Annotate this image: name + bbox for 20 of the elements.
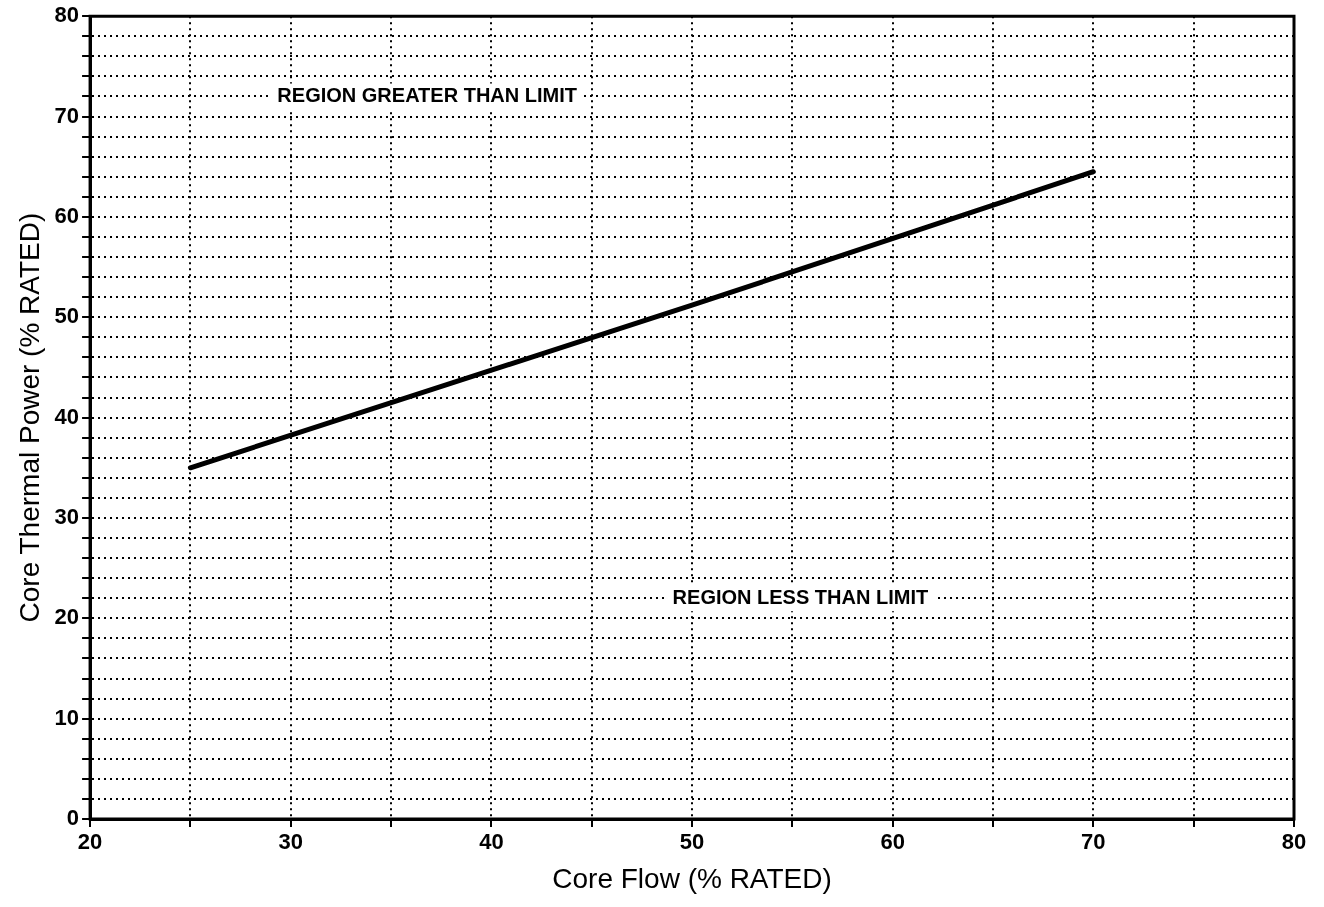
y-tick-label: 60 [54, 202, 80, 228]
x-tick-label: 80 [1281, 829, 1307, 855]
y-tick-label: 10 [54, 704, 80, 730]
x-tick-label: 70 [1081, 829, 1106, 855]
x-tick-label: 20 [77, 829, 103, 855]
x-tick-label: 40 [479, 829, 504, 855]
y-axis-title: Core Thermal Power (% RATED) [13, 212, 45, 623]
y-tick-label: 40 [54, 403, 80, 429]
annotation: REGION LESS THAN LIMIT [672, 585, 929, 608]
y-tick-label: 70 [54, 102, 80, 128]
x-tick-label: 60 [880, 829, 905, 855]
y-tick-label: 50 [54, 303, 80, 329]
x-tick-label: 30 [278, 829, 303, 855]
y-tick-label: 80 [54, 2, 80, 28]
y-tick-label: 20 [54, 604, 80, 630]
y-tick-label: 0 [66, 805, 80, 831]
annotation: REGION GREATER THAN LIMIT [277, 84, 577, 106]
y-tick-label: 30 [54, 504, 80, 530]
x-tick-label: 50 [679, 829, 705, 855]
x-axis-title: Core Flow (% RATED) [552, 862, 832, 894]
